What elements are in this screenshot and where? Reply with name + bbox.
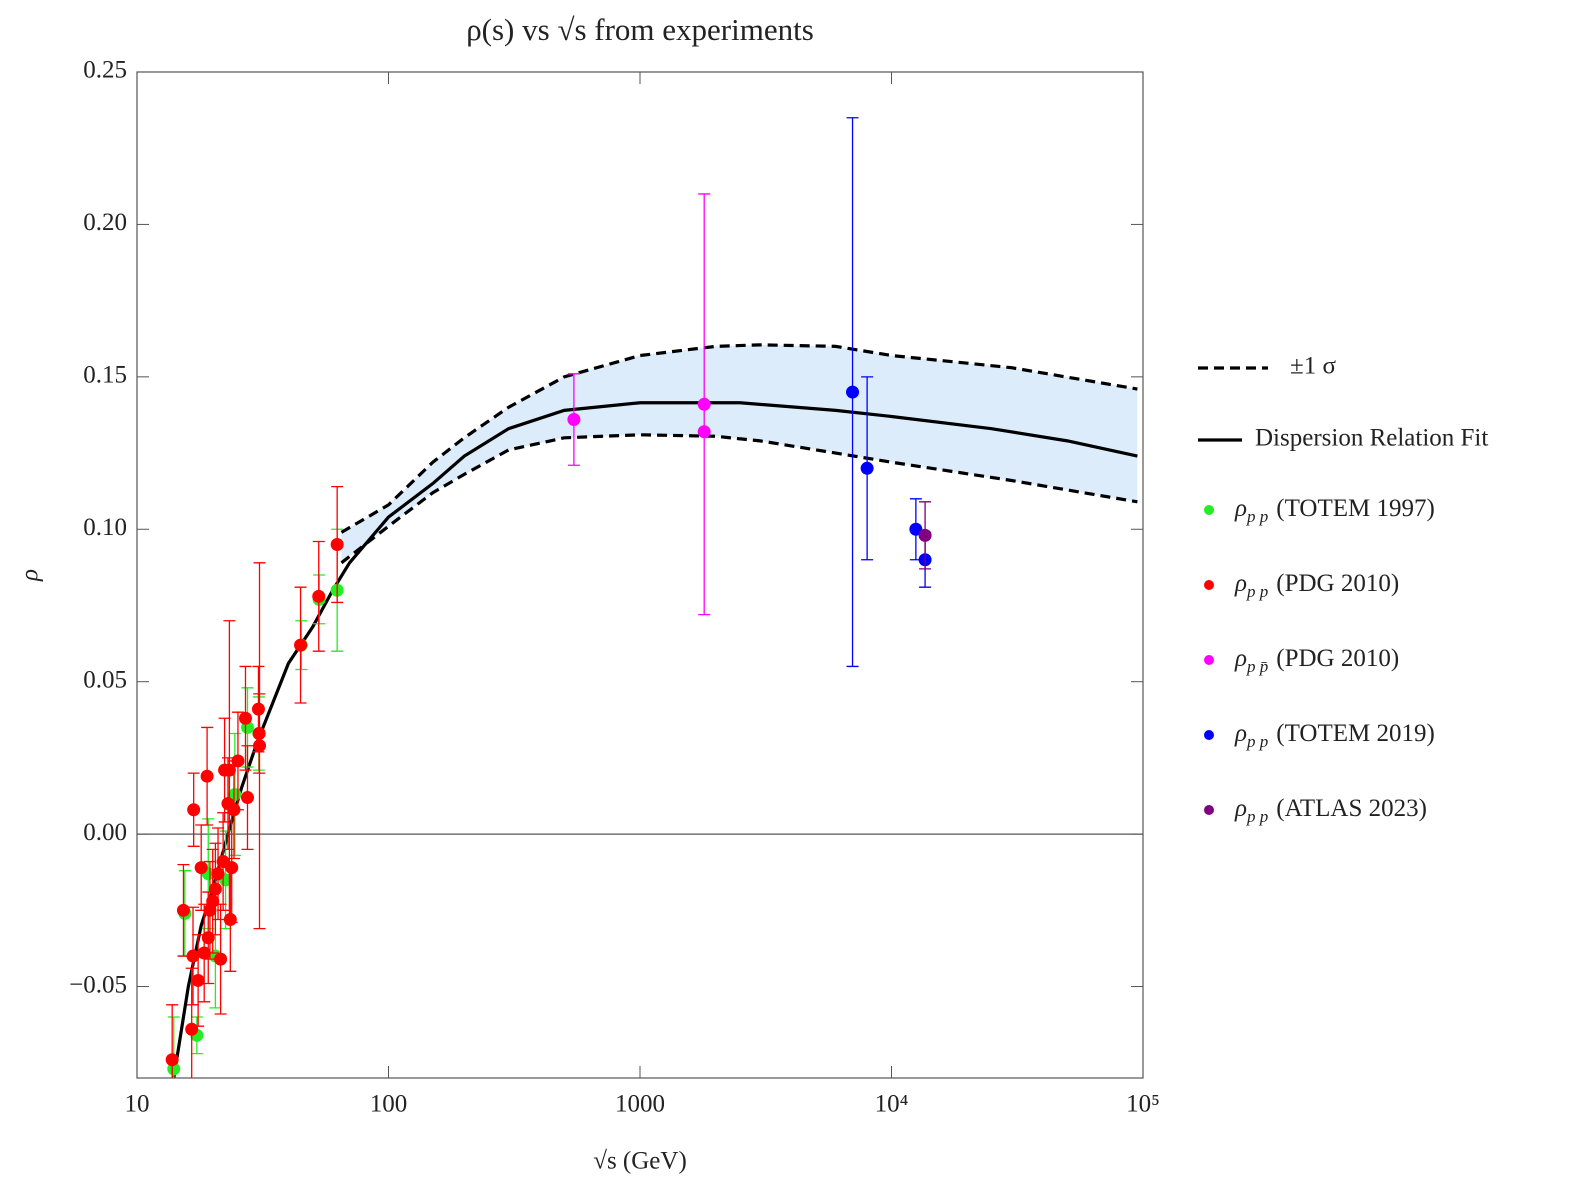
y-tick-label: 0.05 [83,666,127,693]
data-point [567,413,581,427]
legend-marker [1204,805,1214,815]
data-point [211,867,225,881]
legend-marker [1204,505,1214,515]
y-tick-label: 0.00 [83,819,127,846]
data-point [222,763,236,777]
legend-label: ρp p (ATLAS 2023) [1234,795,1427,826]
legend-subscript: p p [1246,807,1268,826]
legend-symbol: ρ [1234,645,1247,672]
legend-label: ρp p (PDG 2010) [1234,570,1399,601]
sigma-upper [340,343,1138,534]
data-point [846,385,860,399]
data-point [252,727,266,741]
data-point [214,952,228,966]
data-point [186,949,200,963]
y-tick-label: 0.15 [83,362,127,389]
y-tick-label: 0.25 [83,57,127,84]
data-point [194,861,208,875]
data-point [200,769,214,783]
data-point [240,791,254,805]
legend-name: (TOTEM 1997) [1276,495,1435,522]
data-point [225,861,239,875]
legend-symbol: ρ [1234,795,1247,822]
y-tick-label: −0.05 [69,971,127,998]
data-point [187,803,201,817]
sigma-lower [340,433,1138,565]
legend-label: Dispersion Relation Fit [1255,425,1488,452]
data-point [312,589,326,603]
data-point [165,1053,179,1067]
legend-name: (TOTEM 2019) [1276,720,1435,747]
sigma-band [341,344,1138,563]
legend-label: ±1 σ [1290,353,1336,380]
chart-title: ρ(s) vs √s from experiments [466,12,814,47]
data-point [176,903,190,917]
legend-marker [1204,655,1214,665]
legend-subscript: p p [1246,507,1268,526]
legend-label: ρp p (TOTEM 2019) [1234,720,1435,751]
legend-subscript: p p [1246,582,1268,601]
x-tick-label: 100 [370,1091,408,1118]
data-point [197,946,211,960]
x-axis-label: √s (GeV) [593,1148,687,1175]
legend-name: (PDG 2010) [1276,570,1399,597]
legend-marker [1204,730,1214,740]
y-tick-label: 0.20 [83,209,127,236]
data-point [330,538,344,552]
data-point [251,702,265,716]
data-point [231,754,245,768]
legend-label: ρp p (TOTEM 1997) [1234,495,1435,526]
y-tick-label: 0.10 [83,514,127,541]
data-point [201,931,215,945]
data-point [185,1022,199,1036]
data-point [206,894,220,908]
data-point [253,739,267,753]
x-tick-label: 10⁴ [875,1091,909,1118]
legend-marker [1204,580,1214,590]
x-tick-label: 10 [125,1091,150,1118]
legend-symbol: ρ [1234,570,1247,597]
data-point [697,397,711,411]
data-point [227,803,241,817]
y-axis-label: ρ [17,569,44,582]
data-point [294,638,308,652]
x-tick-label: 1000 [615,1091,665,1118]
data-point [238,711,252,725]
data-point [909,522,923,536]
legend-label: ρp p̄ (PDG 2010) [1234,645,1399,676]
data-point [208,882,222,896]
legend-subscript: p p [1246,732,1268,751]
data-point [918,528,932,542]
legend-name: (ATLAS 2023) [1276,795,1427,822]
legend-symbol: ρ [1234,495,1247,522]
data-point [191,973,205,987]
legend-symbol: ρ [1234,720,1247,747]
data-point [223,912,237,926]
x-tick-label: 10⁵ [1126,1091,1160,1118]
legend-name: (PDG 2010) [1276,645,1399,672]
data-point [860,461,874,475]
plot-area [165,117,1138,1078]
data-point [697,425,711,439]
legend-subscript: p p̄ [1246,657,1268,676]
